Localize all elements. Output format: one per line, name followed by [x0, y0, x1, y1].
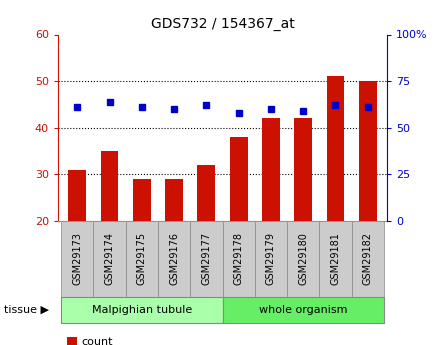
Text: GSM29180: GSM29180 — [298, 232, 308, 285]
Bar — [327, 77, 344, 221]
Text: GSM29174: GSM29174 — [105, 232, 114, 285]
Text: GSM29181: GSM29181 — [331, 232, 340, 285]
Bar — [198, 165, 215, 221]
Text: GSM29175: GSM29175 — [137, 232, 147, 285]
Bar — [69, 169, 86, 221]
Text: Malpighian tubule: Malpighian tubule — [92, 305, 192, 315]
Text: GSM29178: GSM29178 — [234, 232, 244, 285]
Text: GSM29179: GSM29179 — [266, 232, 276, 285]
Bar — [101, 151, 118, 221]
Bar — [165, 179, 183, 221]
Title: GDS732 / 154367_at: GDS732 / 154367_at — [150, 17, 295, 31]
Bar — [133, 179, 151, 221]
Text: whole organism: whole organism — [259, 305, 348, 315]
Text: count: count — [81, 337, 113, 345]
Text: GSM29173: GSM29173 — [72, 232, 82, 285]
Bar — [294, 118, 312, 221]
Bar — [359, 81, 376, 221]
Bar — [262, 118, 280, 221]
Text: tissue ▶: tissue ▶ — [4, 305, 49, 315]
Text: GSM29182: GSM29182 — [363, 232, 373, 285]
Text: GSM29177: GSM29177 — [201, 232, 211, 285]
Bar — [230, 137, 247, 221]
Text: GSM29176: GSM29176 — [169, 232, 179, 285]
